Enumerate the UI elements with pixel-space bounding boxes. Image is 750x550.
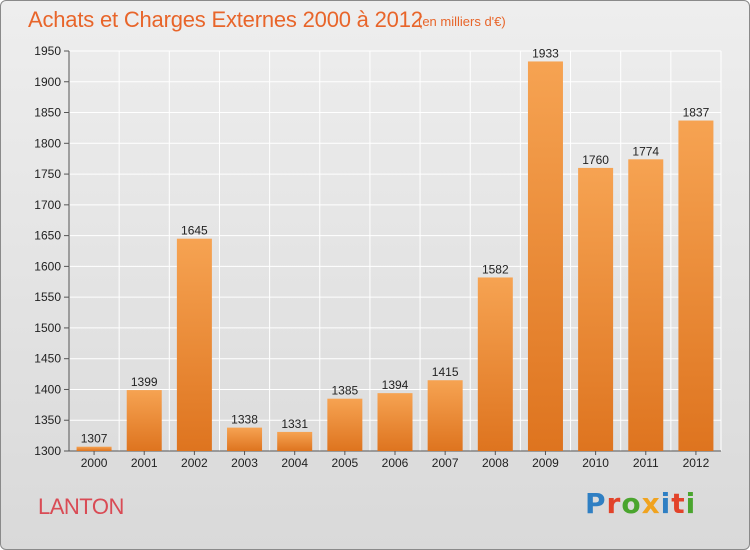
x-tick-label: 2006 <box>382 456 409 470</box>
y-tick-label: 1750 <box>34 167 61 181</box>
data-labels: 1307 1399 1645 1338 1331 1385 1394 1415 1582 1933… <box>81 46 710 445</box>
logo-letter: P <box>585 487 607 520</box>
data-label: 1399 <box>131 375 158 389</box>
bar <box>477 277 513 451</box>
bar <box>678 120 714 452</box>
y-tick-label: 1300 <box>34 444 61 458</box>
chart-subtitle: (en milliers d'€) <box>418 14 506 29</box>
data-label: 1933 <box>532 46 559 60</box>
data-label: 1307 <box>81 432 108 446</box>
chart-title: Achats et Charges Externes 2000 à 2012 <box>28 7 423 32</box>
bar <box>76 446 112 451</box>
x-tick-label: 2000 <box>81 456 108 470</box>
logo-letter: t <box>671 487 686 520</box>
x-tick-label: 2011 <box>633 456 659 470</box>
bars <box>76 61 714 452</box>
commune-name: LANTON <box>38 494 124 519</box>
y-tick-label: 1700 <box>34 198 61 212</box>
y-tick-label: 1500 <box>34 321 61 335</box>
data-label: 1837 <box>683 106 710 120</box>
data-label: 1774 <box>632 144 659 158</box>
y-tick-label: 1900 <box>34 75 61 89</box>
bar <box>377 393 413 451</box>
logo-letter: o <box>621 487 642 520</box>
x-tick-label: 2007 <box>432 456 459 470</box>
y-tick-label: 1650 <box>34 229 61 243</box>
data-label: 1645 <box>181 224 208 238</box>
bar <box>126 390 162 451</box>
data-label: 1760 <box>582 153 609 167</box>
logo-letter: i <box>685 487 697 520</box>
axes: 1300 1350 1400 1450 1500 1550 1600 1650 1700 1750… <box>34 44 721 470</box>
x-tick-label: 2009 <box>532 456 559 470</box>
x-tick-label: 2012 <box>683 456 710 470</box>
logo-letter: r <box>606 487 622 520</box>
x-tick-label: 2008 <box>482 456 509 470</box>
bar <box>527 61 563 451</box>
y-tick-label: 1350 <box>34 413 61 427</box>
y-tick-label: 1400 <box>34 382 61 396</box>
y-tick-label: 1800 <box>34 136 61 150</box>
bar <box>277 431 313 451</box>
bar <box>176 238 212 451</box>
x-tick-label: 2001 <box>131 456 158 470</box>
data-label: 1415 <box>432 365 459 379</box>
y-tick-label: 1600 <box>34 259 61 273</box>
x-tick-label: 2003 <box>231 456 258 470</box>
data-label: 1394 <box>382 378 409 392</box>
y-tick-label: 1450 <box>34 352 61 366</box>
y-tick-label: 1850 <box>34 106 61 120</box>
logo-letter: x <box>641 487 661 520</box>
data-label: 1582 <box>482 262 509 276</box>
data-label: 1338 <box>231 413 258 427</box>
y-tick-label: 1550 <box>34 290 61 304</box>
y-tick-label: 1950 <box>34 44 61 58</box>
data-label: 1385 <box>331 384 358 398</box>
x-tick-label: 2002 <box>181 456 208 470</box>
x-tick-label: 2005 <box>331 456 358 470</box>
x-tick-label: 2004 <box>281 456 308 470</box>
proxiti-logo: Proxiti <box>585 487 696 520</box>
bar <box>628 159 664 452</box>
x-tick-label: 2010 <box>582 456 609 470</box>
bar <box>578 167 614 451</box>
logo-letter: i <box>660 487 672 520</box>
data-label: 1331 <box>281 417 308 431</box>
bar <box>227 427 263 451</box>
bar <box>327 398 363 451</box>
bar <box>427 380 463 451</box>
